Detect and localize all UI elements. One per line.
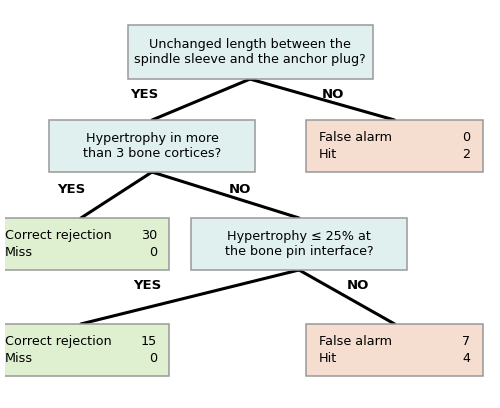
Text: YES: YES bbox=[133, 279, 161, 293]
Text: Hit: Hit bbox=[318, 149, 337, 161]
Text: 0: 0 bbox=[149, 246, 157, 259]
Text: NO: NO bbox=[322, 88, 344, 100]
FancyBboxPatch shape bbox=[0, 324, 169, 376]
Text: Hypertrophy in more
than 3 bone cortices?: Hypertrophy in more than 3 bone cortices… bbox=[83, 132, 221, 160]
Text: False alarm: False alarm bbox=[318, 131, 392, 144]
Text: 30: 30 bbox=[140, 229, 157, 242]
FancyBboxPatch shape bbox=[128, 25, 372, 79]
Text: 0: 0 bbox=[149, 352, 157, 365]
Text: NO: NO bbox=[346, 279, 369, 293]
Text: Miss: Miss bbox=[5, 352, 33, 365]
FancyBboxPatch shape bbox=[191, 218, 407, 270]
Text: False alarm: False alarm bbox=[318, 335, 392, 348]
FancyBboxPatch shape bbox=[0, 218, 169, 270]
Text: Hit: Hit bbox=[318, 352, 337, 365]
FancyBboxPatch shape bbox=[49, 120, 255, 172]
Text: 7: 7 bbox=[462, 335, 470, 348]
Text: Miss: Miss bbox=[5, 246, 33, 259]
Text: YES: YES bbox=[130, 88, 159, 100]
Text: 4: 4 bbox=[462, 352, 470, 365]
Text: Correct rejection: Correct rejection bbox=[5, 229, 112, 242]
Text: Unchanged length between the
spindle sleeve and the anchor plug?: Unchanged length between the spindle sle… bbox=[134, 38, 366, 66]
Text: Correct rejection: Correct rejection bbox=[5, 335, 112, 348]
FancyBboxPatch shape bbox=[306, 324, 483, 376]
FancyBboxPatch shape bbox=[306, 120, 483, 172]
Text: NO: NO bbox=[229, 183, 252, 196]
Text: YES: YES bbox=[57, 183, 86, 196]
Text: 15: 15 bbox=[140, 335, 157, 348]
Text: 0: 0 bbox=[462, 131, 470, 144]
Text: Hypertrophy ≤ 25% at
the bone pin interface?: Hypertrophy ≤ 25% at the bone pin interf… bbox=[224, 230, 374, 258]
Text: 2: 2 bbox=[462, 149, 470, 161]
